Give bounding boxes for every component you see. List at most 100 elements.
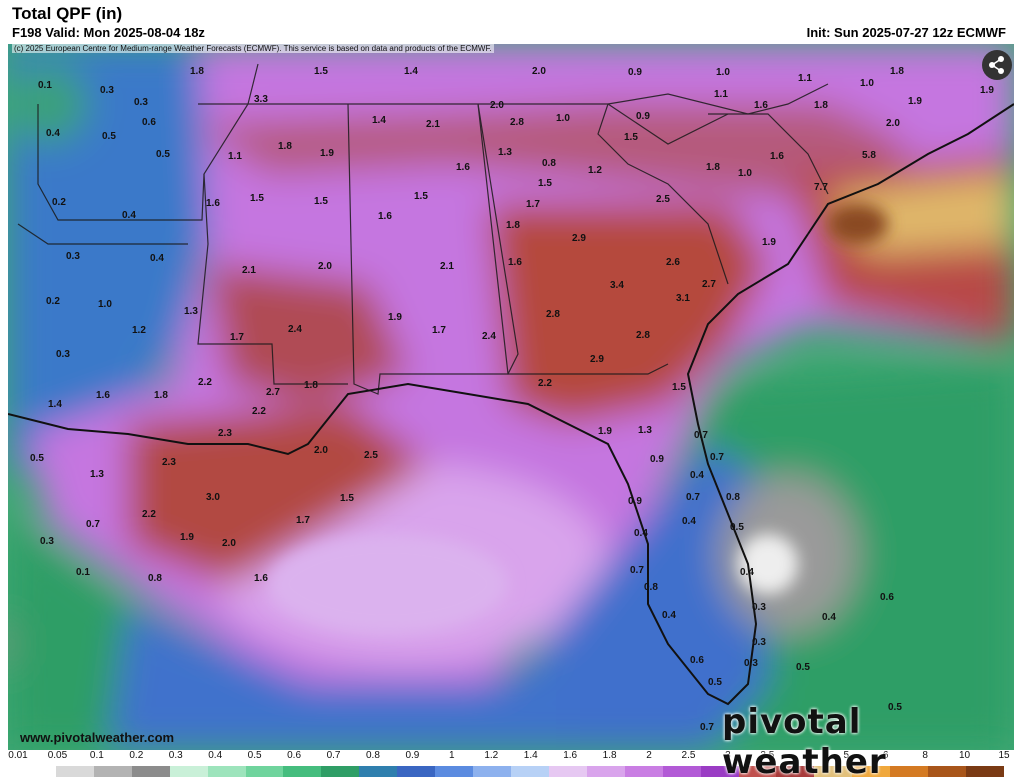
qpf-value-label: 1.7 [526, 199, 540, 210]
qpf-value-label: 2.1 [426, 119, 440, 130]
qpf-value-label: 0.4 [690, 470, 704, 481]
pivotal-weather-logo: pivotal weather [722, 702, 887, 782]
legend-swatch [776, 766, 815, 777]
qpf-value-label: 1.6 [508, 257, 522, 268]
qpf-value-label: 0.7 [700, 722, 714, 733]
qpf-value-label: 2.4 [482, 331, 496, 342]
qpf-value-label: 2.0 [490, 100, 504, 111]
qpf-value-label: 2.9 [590, 354, 604, 365]
legend-swatch [473, 766, 511, 777]
qpf-value-label: 0.8 [148, 573, 162, 584]
qpf-value-label: 1.0 [738, 168, 752, 179]
qpf-value-label: 7.7 [814, 182, 828, 193]
legend-tick: 1 [449, 750, 455, 761]
qpf-value-label: 1.1 [798, 73, 812, 84]
qpf-value-label: 5.8 [862, 150, 876, 161]
qpf-value-label: 1.5 [314, 66, 328, 77]
legend-swatch [435, 766, 474, 777]
qpf-value-label: 0.3 [100, 85, 114, 96]
legend-swatch [738, 766, 777, 777]
qpf-value-label: 2.0 [314, 445, 328, 456]
legend-swatch [890, 766, 929, 777]
qpf-value-label: 2.9 [572, 233, 586, 244]
legend-swatch [359, 766, 398, 777]
legend-swatch [624, 766, 663, 777]
qpf-value-label: 0.3 [56, 349, 70, 360]
qpf-value-label: 1.9 [762, 237, 776, 248]
qpf-value-label: 0.5 [708, 677, 722, 688]
qpf-value-label: 2.0 [222, 538, 236, 549]
qpf-value-label: 0.4 [634, 528, 648, 539]
qpf-value-label: 0.3 [752, 602, 766, 613]
header: Total QPF (in) F198 Valid: Mon 2025-08-0… [0, 0, 1024, 44]
legend-swatch [245, 766, 284, 777]
qpf-value-label: 2.7 [266, 387, 280, 398]
qpf-value-label: 1.8 [814, 100, 828, 111]
qpf-value-label: 2.4 [288, 324, 302, 335]
qpf-value-label: 0.4 [822, 612, 836, 623]
legend-swatch [131, 766, 170, 777]
qpf-value-label: 2.2 [198, 377, 212, 388]
copyright-notice: (c) 2025 European Centre for Medium-rang… [12, 44, 494, 53]
qpf-value-label: 0.6 [880, 592, 894, 603]
qpf-value-label: 0.7 [686, 492, 700, 503]
legend-swatch [510, 766, 549, 777]
qpf-value-label: 1.8 [706, 162, 720, 173]
share-icon[interactable] [982, 50, 1012, 80]
qpf-value-label: 0.2 [52, 197, 66, 208]
qpf-value-label: 1.4 [372, 115, 386, 126]
qpf-value-label: 1.9 [388, 312, 402, 323]
legend-tick: 1.6 [563, 750, 578, 761]
qpf-value-label: 1.8 [890, 66, 904, 77]
qpf-value-label: 1.9 [908, 96, 922, 107]
legend-tick: 0.2 [129, 750, 144, 761]
precipitation-map[interactable] [8, 44, 1014, 750]
legend-ticks: 0.01 0.05 0.1 0.2 0.3 0.4 0.5 0.6 0.7 0.8 0.9 1 1.2 1… [8, 750, 1009, 764]
legend-swatch [169, 766, 208, 777]
qpf-value-label: 0.7 [694, 430, 708, 441]
qpf-value-label: 1.6 [206, 198, 220, 209]
qpf-value-label: 2.6 [666, 257, 680, 268]
legend-tick: 15 [998, 750, 1010, 761]
legend-swatch [93, 766, 132, 777]
qpf-value-label: 2.3 [218, 428, 232, 439]
site-url[interactable]: www.pivotalweather.com [20, 730, 175, 745]
qpf-value-label: 0.6 [142, 117, 156, 128]
qpf-value-label: 2.8 [546, 309, 560, 320]
legend-tick: 0.8 [366, 750, 380, 761]
map-title: Total QPF (in) [12, 4, 123, 23]
qpf-value-label: 1.6 [770, 151, 784, 162]
qpf-value-label: 1.2 [588, 165, 602, 176]
qpf-value-label: 1.5 [414, 191, 428, 202]
legend-tick: 10 [958, 750, 971, 761]
qpf-value-label: 1.9 [180, 532, 194, 543]
qpf-value-label: 2.5 [656, 194, 670, 205]
legend-tick: 0.7 [326, 750, 341, 761]
qpf-value-label: 1.4 [48, 399, 62, 410]
qpf-value-label: 1.6 [96, 390, 110, 401]
qpf-value-label: 1.6 [378, 211, 392, 222]
qpf-value-label: 1.3 [498, 147, 512, 158]
qpf-value-label: 0.5 [888, 702, 902, 713]
init-time: Init: Sun 2025-07-27 12z ECMWF [806, 25, 1006, 40]
valid-time: F198 Valid: Mon 2025-08-04 18z [12, 25, 205, 40]
qpf-value-label: 1.3 [184, 306, 198, 317]
legend-swatch [586, 766, 625, 777]
legend-tick: 1.4 [523, 750, 538, 761]
qpf-value-label: 0.3 [66, 251, 80, 262]
qpf-value-label: 1.0 [98, 299, 112, 310]
qpf-value-label: 1.7 [296, 515, 310, 526]
legend-tick: 2.5 [681, 750, 696, 761]
legend-swatch [397, 766, 436, 777]
legend-swatch [283, 766, 322, 777]
legend-tick: 0.01 [8, 750, 28, 761]
legend-colorbar [18, 766, 1004, 777]
qpf-value-label: 1.6 [754, 100, 768, 111]
qpf-value-label: 0.4 [46, 128, 60, 139]
qpf-value-label: 1.5 [250, 193, 264, 204]
qpf-value-label: 0.8 [726, 492, 740, 503]
qpf-value-label: 0.1 [76, 567, 90, 578]
qpf-value-label: 1.0 [556, 113, 570, 124]
qpf-value-label: 1.5 [672, 382, 686, 393]
qpf-value-label: 1.7 [230, 332, 244, 343]
